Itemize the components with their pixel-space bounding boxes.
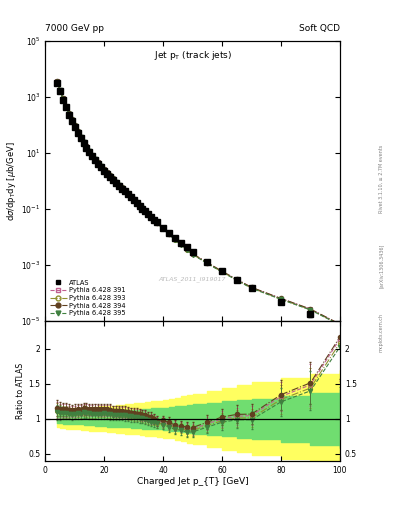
Text: Jet p$_{\rm T}$ (track jets): Jet p$_{\rm T}$ (track jets)	[154, 49, 231, 62]
Y-axis label: d$\sigma$/dp$_{\rm T}$dy [$\mu$b/GeV]: d$\sigma$/dp$_{\rm T}$dy [$\mu$b/GeV]	[5, 141, 18, 221]
X-axis label: Charged Jet p_{T} [GeV]: Charged Jet p_{T} [GeV]	[137, 477, 248, 486]
Text: Rivet 3.1.10, ≥ 2.7M events: Rivet 3.1.10, ≥ 2.7M events	[379, 145, 384, 214]
Y-axis label: Ratio to ATLAS: Ratio to ATLAS	[17, 363, 26, 419]
Legend: ATLAS, Pythia 6.428 391, Pythia 6.428 393, Pythia 6.428 394, Pythia 6.428 395: ATLAS, Pythia 6.428 391, Pythia 6.428 39…	[48, 278, 127, 317]
Text: 7000 GeV pp: 7000 GeV pp	[45, 24, 104, 33]
Text: ATLAS_2011_I919017: ATLAS_2011_I919017	[159, 276, 226, 282]
Text: [arXiv:1306.3436]: [arXiv:1306.3436]	[379, 244, 384, 288]
Text: mcplots.cern.ch: mcplots.cern.ch	[379, 313, 384, 352]
Text: Soft QCD: Soft QCD	[299, 24, 340, 33]
